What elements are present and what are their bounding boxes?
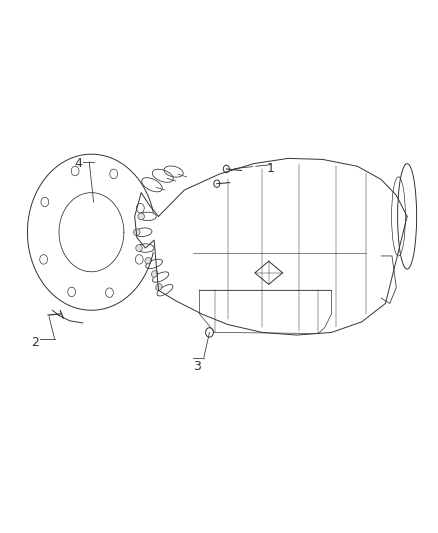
Text: 4: 4 xyxy=(74,157,82,170)
Ellipse shape xyxy=(138,213,145,220)
Ellipse shape xyxy=(156,284,162,290)
Text: 2: 2 xyxy=(31,336,39,350)
Ellipse shape xyxy=(152,271,158,277)
Text: 1: 1 xyxy=(267,163,275,175)
Ellipse shape xyxy=(134,229,140,236)
Ellipse shape xyxy=(136,245,142,252)
Ellipse shape xyxy=(145,257,151,264)
Text: 3: 3 xyxy=(194,360,201,373)
